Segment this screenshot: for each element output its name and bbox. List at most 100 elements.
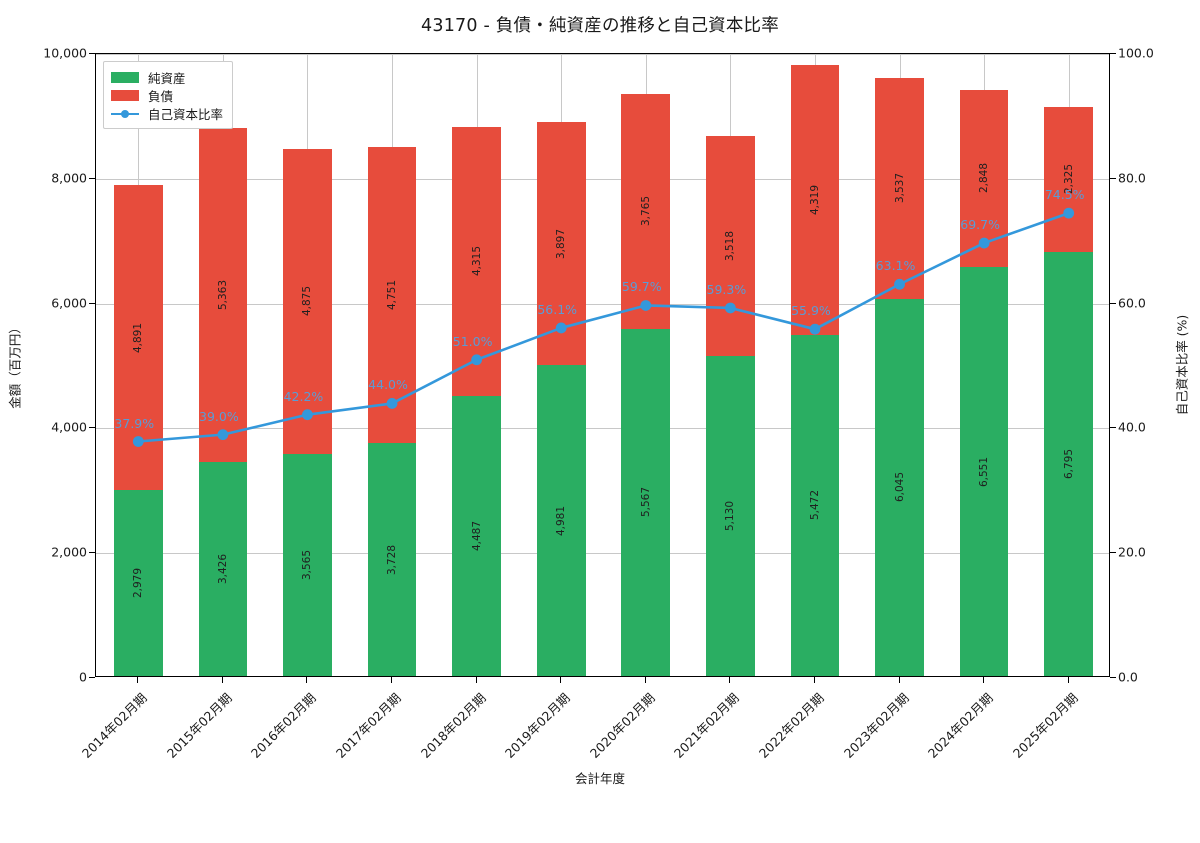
gridline-horizontal: [96, 178, 1109, 180]
stacked-bar[interactable]: 3,426 5,363: [198, 127, 248, 676]
stacked-bar[interactable]: 5,567 3,765: [621, 93, 671, 676]
bar-segment-equity[interactable]: 3,728: [367, 443, 417, 676]
gridline-horizontal: [96, 54, 1109, 55]
bar-segment-liability[interactable]: 4,891: [113, 184, 163, 491]
y-axis-left-tick-mark: [89, 53, 95, 54]
x-axis-tick-mark: [729, 677, 730, 683]
y-axis-right-tick-label: 100.0: [1118, 45, 1154, 61]
bar-segment-equity[interactable]: 5,567: [621, 328, 671, 676]
x-axis-tick-label: 2021年02月期: [671, 690, 743, 761]
stacked-bar[interactable]: 2,979 4,891: [113, 184, 163, 676]
x-axis-tick-label: 2014年02月期: [79, 690, 151, 761]
legend-line-marker-icon: [111, 108, 139, 119]
ratio-line-series: [132, 207, 1075, 447]
bar-segment-liability[interactable]: 5,363: [198, 127, 248, 463]
bar-value-label-equity: 2,979: [132, 568, 145, 599]
stacked-bar[interactable]: 6,045 3,537: [875, 78, 924, 676]
bar-segment-equity[interactable]: 6,551: [959, 267, 1009, 676]
bar-segment-equity[interactable]: 3,426: [198, 462, 248, 676]
stacked-bar[interactable]: 5,130 3,518: [706, 136, 755, 676]
legend-item-label: 負債: [148, 88, 174, 104]
bar-segment-liability[interactable]: 3,765: [621, 93, 671, 329]
y-axis-right-tick-mark: [1110, 302, 1116, 304]
plot-inner: 2,979 4,891 3,426 5,363 3,565 4,875 3,728 4,751…: [96, 54, 1109, 676]
gridline-horizontal: [96, 553, 1109, 555]
bar-value-label-liability: 5,363: [216, 279, 229, 310]
gridline-horizontal: [96, 428, 1109, 430]
bar-value-label-liability: 4,875: [301, 286, 314, 317]
bar-value-label-equity: 4,487: [470, 520, 483, 552]
y-axis-right-title: 自己資本比率 (%): [1174, 314, 1190, 416]
stacked-bar[interactable]: 6,551 2,848: [959, 89, 1009, 676]
bar-value-label-liability: 4,891: [132, 322, 145, 353]
x-axis-tick-label: 2023年02月期: [840, 690, 912, 761]
y-axis-right-tick-label: 40.0: [1118, 419, 1146, 435]
bar-value-label-equity: 3,728: [386, 544, 399, 575]
stacked-bar[interactable]: 4,487 4,315: [452, 126, 501, 676]
y-axis-right-tick-mark: [1110, 427, 1116, 429]
y-axis-right-tick-mark: [1110, 53, 1116, 54]
y-axis-left-tick-label: 8,000: [51, 170, 87, 186]
bar-value-label-equity: 5,130: [724, 500, 737, 531]
x-axis-tick-mark: [391, 677, 392, 683]
y-axis-left-tick-label: 2,000: [51, 544, 87, 560]
x-axis-tick-label: 2025年02月期: [1009, 690, 1081, 761]
x-axis-tick-mark: [899, 677, 900, 683]
y-axis-right-tick-mark: [1110, 177, 1116, 179]
bar-segment-liability[interactable]: 4,319: [790, 65, 840, 335]
y-axis-left-tick-mark: [89, 677, 95, 678]
stacked-bar[interactable]: 6,795 2,325: [1044, 106, 1094, 676]
x-axis-tick-label: 2017年02月期: [332, 690, 404, 761]
stacked-bar[interactable]: 3,565 4,875: [283, 149, 332, 676]
bar-segment-equity[interactable]: 4,981: [536, 365, 586, 676]
stacked-bar[interactable]: 4,981 3,897: [536, 122, 586, 676]
y-axis-left-tick-label: 6,000: [51, 295, 87, 311]
y-axis-right-tick-mark: [1110, 552, 1116, 554]
bar-segment-liability[interactable]: 2,848: [959, 89, 1009, 268]
legend-item[interactable]: 負債: [111, 86, 223, 104]
legend-item-label: 純資産: [148, 70, 186, 86]
x-axis-tick-mark: [814, 677, 815, 683]
bar-value-label-liability: 2,325: [1062, 164, 1075, 195]
x-axis-title: 会計年度: [574, 771, 625, 786]
bar-segment-equity[interactable]: 6,045: [875, 298, 924, 676]
bar-value-label-liability: 2,848: [978, 163, 991, 194]
stacked-bar[interactable]: 3,728 4,751: [367, 146, 417, 676]
bar-segment-equity[interactable]: 2,979: [113, 490, 163, 676]
y-axis-right-tick-label: 20.0: [1118, 544, 1146, 560]
bar-value-label-liability: 4,319: [808, 184, 821, 215]
bar-segment-equity[interactable]: 5,130: [706, 355, 755, 676]
bar-segment-liability[interactable]: 3,518: [706, 136, 755, 356]
bar-segment-equity[interactable]: 4,487: [452, 396, 501, 676]
bar-segment-equity[interactable]: 3,565: [283, 453, 332, 676]
y-axis-right-tick-mark: [1110, 677, 1116, 678]
y-axis-left-tick-mark: [89, 427, 95, 429]
legend-item[interactable]: 純資産: [111, 68, 223, 86]
plot-area: 2,979 4,891 3,426 5,363 3,565 4,875 3,728 4,751…: [95, 53, 1110, 677]
bar-value-label-liability: 4,315: [470, 246, 483, 277]
bar-segment-liability[interactable]: 4,751: [367, 146, 417, 444]
bar-segment-equity[interactable]: 5,472: [790, 334, 840, 676]
x-axis-tick-label: 2015年02月期: [163, 690, 235, 761]
bar-value-label-equity: 3,565: [301, 549, 314, 580]
y-axis-left-tick-label: 10,000: [43, 45, 87, 61]
x-axis-tick-mark: [306, 677, 307, 683]
legend-swatch-icon: [111, 71, 139, 83]
x-axis-tick-mark: [1068, 677, 1069, 683]
bar-value-label-equity: 5,567: [639, 487, 652, 518]
x-axis-tick-mark: [645, 677, 646, 683]
stacked-bar[interactable]: 5,472 4,319: [790, 65, 840, 676]
x-axis-tick-label: 2018年02月期: [417, 690, 489, 761]
bar-value-label-liability: 3,518: [724, 231, 737, 262]
bar-segment-liability[interactable]: 4,875: [283, 149, 332, 454]
bar-segment-liability[interactable]: 3,897: [536, 122, 586, 366]
bar-value-label-liability: 3,765: [639, 196, 652, 227]
bar-segment-liability[interactable]: 3,537: [875, 78, 924, 299]
legend-item[interactable]: 自己資本比率: [111, 104, 223, 122]
x-axis-tick-label: 2019年02月期: [502, 690, 573, 761]
bar-segment-liability[interactable]: 2,325: [1044, 106, 1094, 252]
bar-value-label-liability: 4,751: [386, 280, 399, 311]
bar-segment-liability[interactable]: 4,315: [452, 126, 501, 397]
bar-segment-equity[interactable]: 6,795: [1044, 252, 1094, 676]
x-axis-tick-label: 2022年02月期: [755, 690, 827, 761]
